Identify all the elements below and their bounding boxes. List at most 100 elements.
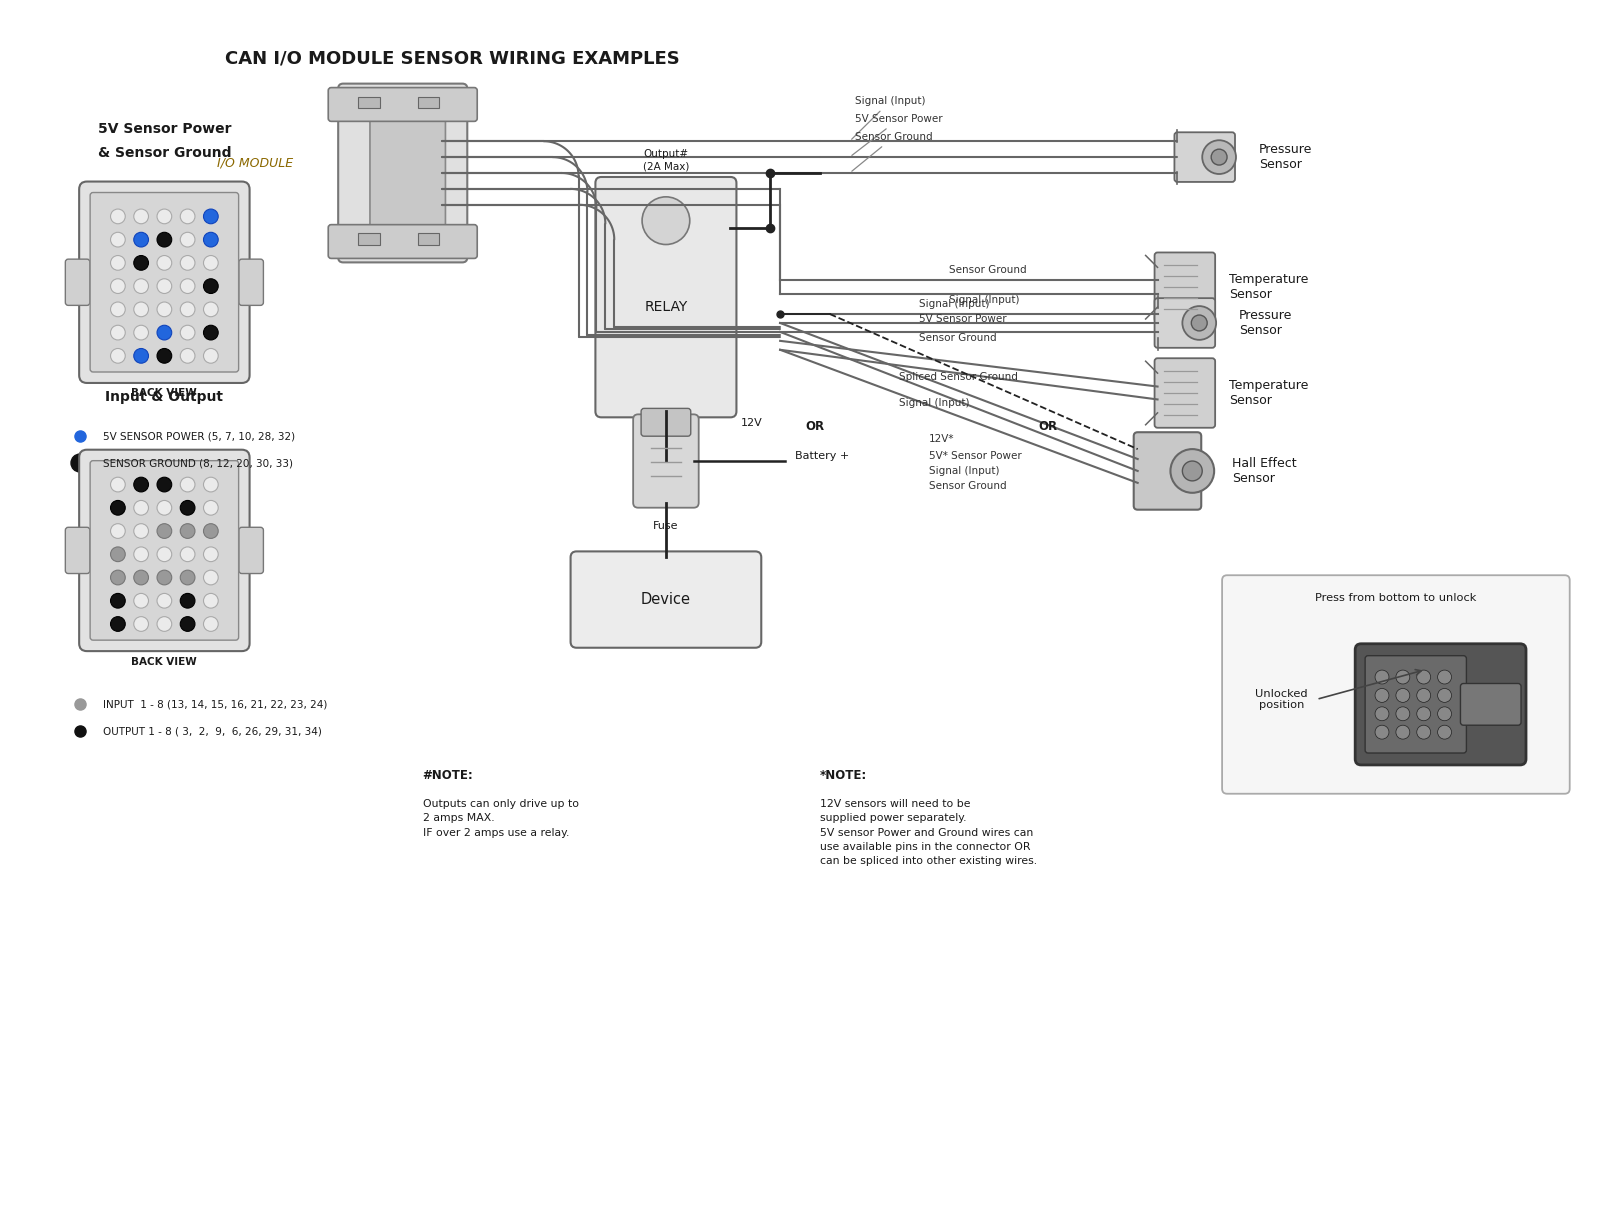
Circle shape: [110, 523, 125, 538]
Text: Battery +: Battery +: [795, 451, 850, 461]
Circle shape: [1395, 706, 1410, 721]
Circle shape: [203, 593, 218, 608]
Circle shape: [203, 232, 218, 246]
Circle shape: [1395, 688, 1410, 703]
Circle shape: [157, 232, 171, 246]
Circle shape: [134, 255, 149, 271]
Circle shape: [110, 570, 125, 584]
Text: OR: OR: [1038, 420, 1058, 433]
Text: OR: OR: [805, 420, 824, 433]
Circle shape: [203, 547, 218, 561]
Circle shape: [203, 326, 218, 340]
Circle shape: [1395, 670, 1410, 684]
Text: Device: Device: [642, 592, 691, 608]
Circle shape: [134, 232, 149, 246]
Circle shape: [181, 232, 195, 246]
Circle shape: [1182, 461, 1202, 481]
Circle shape: [110, 303, 125, 317]
Text: Signal (Input): Signal (Input): [949, 295, 1019, 305]
Text: Hall Effect
Sensor: Hall Effect Sensor: [1232, 458, 1296, 486]
FancyBboxPatch shape: [238, 527, 264, 573]
Circle shape: [181, 255, 195, 271]
Text: OUTPUT 1 - 8 ( 3,  2,  9,  6, 26, 29, 31, 34): OUTPUT 1 - 8 ( 3, 2, 9, 6, 26, 29, 31, 3…: [102, 726, 322, 736]
Text: Signal (Input): Signal (Input): [918, 299, 990, 309]
Circle shape: [1416, 706, 1430, 721]
Circle shape: [134, 570, 149, 584]
Text: #NOTE:: #NOTE:: [422, 769, 474, 782]
Circle shape: [203, 500, 218, 515]
Circle shape: [181, 500, 195, 515]
FancyBboxPatch shape: [1355, 644, 1526, 765]
FancyBboxPatch shape: [238, 259, 264, 305]
Circle shape: [157, 255, 171, 271]
Circle shape: [1416, 725, 1430, 739]
Circle shape: [1438, 706, 1451, 721]
Circle shape: [70, 454, 90, 472]
Text: 12V*: 12V*: [930, 434, 955, 444]
Text: *NOTE:: *NOTE:: [819, 769, 867, 782]
Text: Sensor Ground: Sensor Ground: [918, 333, 997, 343]
Circle shape: [110, 593, 125, 608]
Text: Signal (Input): Signal (Input): [899, 399, 970, 409]
Text: 5V SENSOR POWER (5, 7, 10, 28, 32): 5V SENSOR POWER (5, 7, 10, 28, 32): [102, 431, 294, 442]
Circle shape: [181, 209, 195, 223]
Circle shape: [1416, 670, 1430, 684]
FancyBboxPatch shape: [328, 224, 477, 259]
Text: 5V Sensor Power: 5V Sensor Power: [851, 115, 942, 155]
Text: I/O MODULE: I/O MODULE: [218, 156, 293, 170]
Circle shape: [1438, 725, 1451, 739]
Circle shape: [110, 278, 125, 294]
Bar: [418, 233, 440, 244]
FancyBboxPatch shape: [571, 551, 762, 648]
Text: Pressure
Sensor: Pressure Sensor: [1259, 143, 1312, 171]
Circle shape: [181, 303, 195, 317]
Circle shape: [157, 326, 171, 340]
Circle shape: [110, 326, 125, 340]
FancyBboxPatch shape: [328, 88, 477, 121]
Circle shape: [134, 326, 149, 340]
Circle shape: [203, 570, 218, 584]
Text: Pressure
Sensor: Pressure Sensor: [1238, 309, 1293, 337]
Text: BACK VIEW: BACK VIEW: [131, 656, 197, 666]
Circle shape: [110, 616, 125, 632]
Text: Sensor Ground: Sensor Ground: [949, 265, 1027, 276]
Circle shape: [157, 570, 171, 584]
Circle shape: [157, 523, 171, 538]
Circle shape: [134, 523, 149, 538]
Circle shape: [1438, 670, 1451, 684]
Text: Sensor Ground: Sensor Ground: [851, 132, 933, 171]
Text: Outputs can only drive up to
2 amps MAX.
IF over 2 amps use a relay.: Outputs can only drive up to 2 amps MAX.…: [422, 799, 579, 837]
Text: Spliced Sensor Ground: Spliced Sensor Ground: [899, 372, 1018, 382]
Circle shape: [110, 209, 125, 223]
Text: 5V Sensor Power: 5V Sensor Power: [918, 314, 1006, 325]
Circle shape: [157, 616, 171, 632]
FancyBboxPatch shape: [642, 409, 691, 437]
Circle shape: [203, 255, 218, 271]
Circle shape: [1374, 688, 1389, 703]
Circle shape: [110, 255, 125, 271]
FancyBboxPatch shape: [1134, 432, 1202, 510]
Circle shape: [203, 303, 218, 317]
Circle shape: [110, 477, 125, 492]
Text: BACK VIEW: BACK VIEW: [131, 388, 197, 399]
Circle shape: [1374, 670, 1389, 684]
Text: Temperature
Sensor: Temperature Sensor: [1229, 379, 1309, 407]
Circle shape: [134, 303, 149, 317]
Circle shape: [157, 547, 171, 561]
Circle shape: [203, 616, 218, 632]
FancyBboxPatch shape: [90, 461, 238, 640]
FancyBboxPatch shape: [90, 193, 238, 372]
Circle shape: [1374, 706, 1389, 721]
FancyBboxPatch shape: [66, 259, 90, 305]
Text: 5V Sensor Power: 5V Sensor Power: [98, 122, 230, 137]
FancyBboxPatch shape: [1174, 132, 1235, 182]
Circle shape: [181, 593, 195, 608]
Circle shape: [110, 500, 125, 515]
Circle shape: [203, 278, 218, 294]
Circle shape: [1192, 315, 1206, 331]
FancyBboxPatch shape: [1155, 253, 1214, 322]
Circle shape: [181, 326, 195, 340]
Circle shape: [110, 349, 125, 364]
Text: Signal (Input): Signal (Input): [851, 96, 925, 139]
Text: Signal (Input): Signal (Input): [930, 466, 1000, 476]
